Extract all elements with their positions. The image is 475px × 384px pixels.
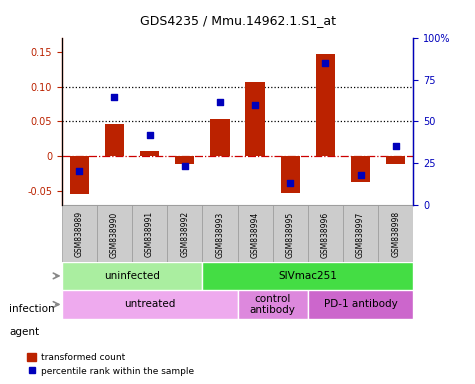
Bar <box>308 205 343 262</box>
Bar <box>62 290 238 319</box>
Bar <box>167 205 202 262</box>
Text: GSM838993: GSM838993 <box>216 211 224 258</box>
Point <box>392 143 399 149</box>
Bar <box>132 205 167 262</box>
Text: SIVmac251: SIVmac251 <box>278 271 337 281</box>
Bar <box>238 205 273 262</box>
Point <box>251 102 259 108</box>
Bar <box>351 156 370 182</box>
Text: GSM838995: GSM838995 <box>286 211 294 258</box>
Text: infection: infection <box>10 304 55 314</box>
Bar <box>62 262 202 290</box>
Text: GSM838994: GSM838994 <box>251 211 259 258</box>
Bar <box>202 262 413 290</box>
Text: GSM838998: GSM838998 <box>391 211 400 258</box>
Bar <box>105 124 124 156</box>
Text: GSM838989: GSM838989 <box>75 211 84 258</box>
Text: GSM838991: GSM838991 <box>145 211 154 258</box>
Text: GSM838992: GSM838992 <box>180 211 189 258</box>
Point <box>146 132 153 138</box>
Bar <box>308 290 413 319</box>
Bar <box>210 119 229 156</box>
Point <box>216 98 224 104</box>
Point <box>111 93 118 99</box>
Bar <box>246 82 265 156</box>
Bar <box>386 156 405 164</box>
Text: GSM838997: GSM838997 <box>356 211 365 258</box>
Text: GSM838996: GSM838996 <box>321 211 330 258</box>
Text: GDS4235 / Mmu.14962.1.S1_at: GDS4235 / Mmu.14962.1.S1_at <box>140 14 335 27</box>
Bar <box>281 156 300 193</box>
Legend: transformed count, percentile rank within the sample: transformed count, percentile rank withi… <box>24 349 198 379</box>
Bar <box>273 205 308 262</box>
Bar <box>140 151 159 156</box>
Bar <box>378 205 413 262</box>
Bar <box>343 205 378 262</box>
Text: control
antibody: control antibody <box>250 294 295 315</box>
Point <box>76 168 83 174</box>
Text: agent: agent <box>10 327 39 337</box>
Point <box>181 163 189 169</box>
Text: PD-1 antibody: PD-1 antibody <box>323 300 398 310</box>
Point <box>322 60 329 66</box>
Bar <box>238 290 308 319</box>
Point <box>357 172 364 178</box>
Bar <box>202 205 238 262</box>
Bar <box>70 156 89 194</box>
Bar <box>175 156 194 164</box>
Text: untreated: untreated <box>124 300 175 310</box>
Point <box>286 180 294 186</box>
Text: GSM838990: GSM838990 <box>110 211 119 258</box>
Bar <box>316 54 335 156</box>
Text: uninfected: uninfected <box>104 271 160 281</box>
Bar <box>97 205 132 262</box>
Bar <box>62 205 97 262</box>
